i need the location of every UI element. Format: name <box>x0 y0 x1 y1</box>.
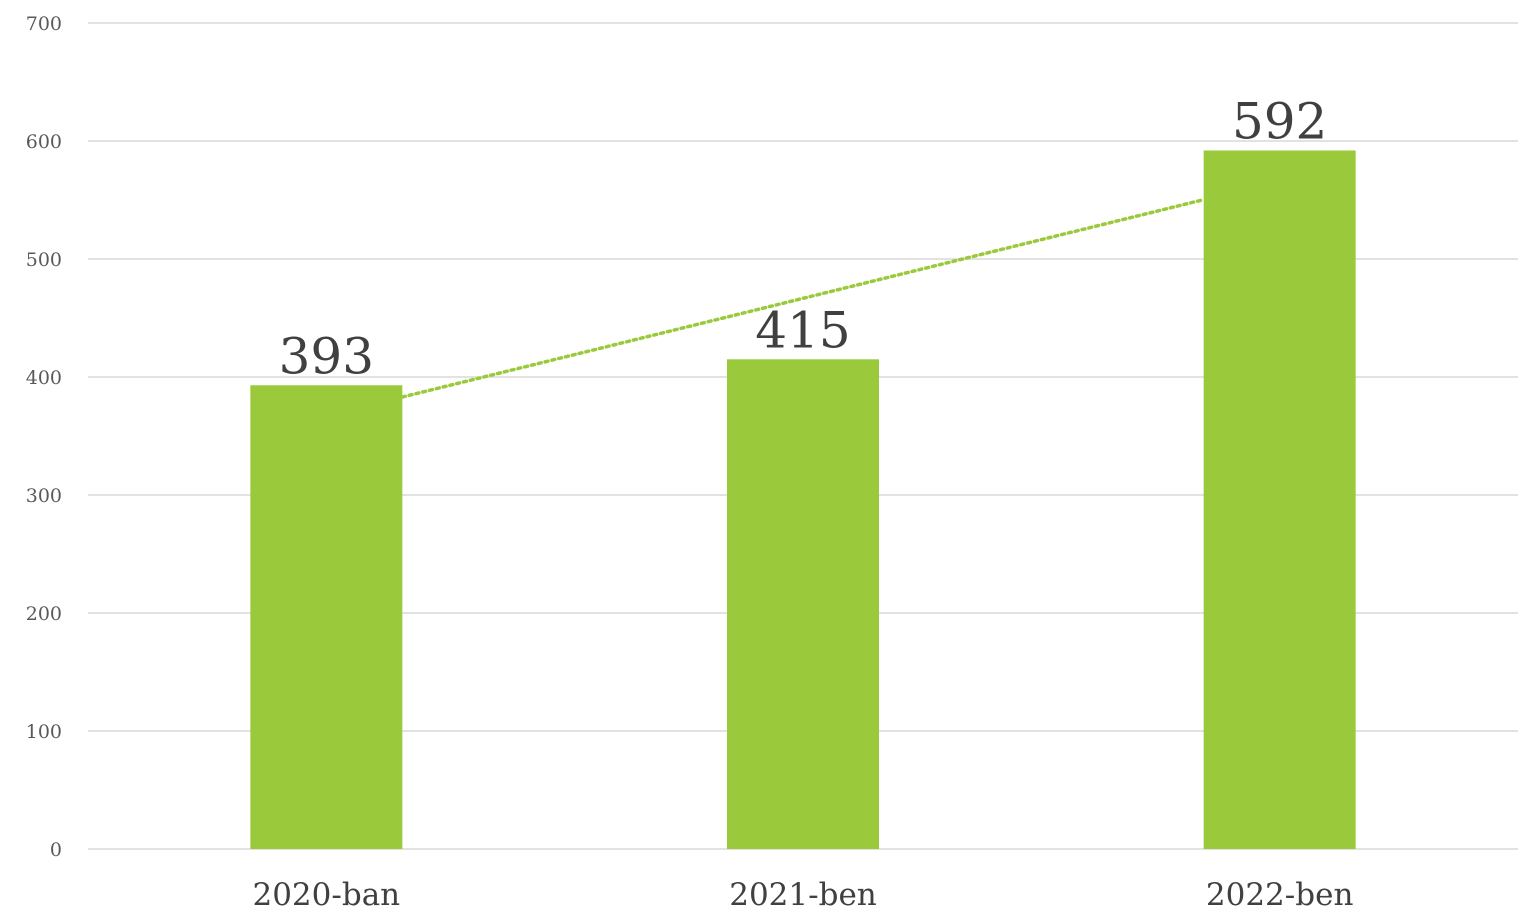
y-axis-ticks: 0 100 200 300 400 500 600 700 <box>26 13 62 861</box>
bar <box>250 385 403 849</box>
y-tick-label: 300 <box>26 485 62 507</box>
data-labels: 393 415 592 <box>279 92 1328 385</box>
bar <box>727 359 879 849</box>
data-label: 393 <box>279 327 374 385</box>
x-tick-label: 2021-ben <box>729 877 877 910</box>
y-tick-label: 0 <box>50 839 62 861</box>
trendline-group <box>400 197 1206 399</box>
data-label: 415 <box>755 301 850 359</box>
y-tick-label: 200 <box>26 603 62 625</box>
y-tick-label: 400 <box>26 367 62 389</box>
y-tick-label: 600 <box>26 131 62 153</box>
bar <box>1203 150 1356 849</box>
y-tick-label: 500 <box>26 249 62 271</box>
trendline <box>400 197 1206 399</box>
y-tick-label: 100 <box>26 721 62 743</box>
x-axis-labels: 2020-ban 2021-ben 2022-ben <box>252 877 1353 910</box>
data-label: 592 <box>1232 92 1327 150</box>
x-tick-label: 2020-ban <box>252 877 400 910</box>
bars <box>250 150 1356 849</box>
x-tick-label: 2022-ben <box>1206 877 1354 910</box>
y-tick-label: 700 <box>26 13 62 35</box>
